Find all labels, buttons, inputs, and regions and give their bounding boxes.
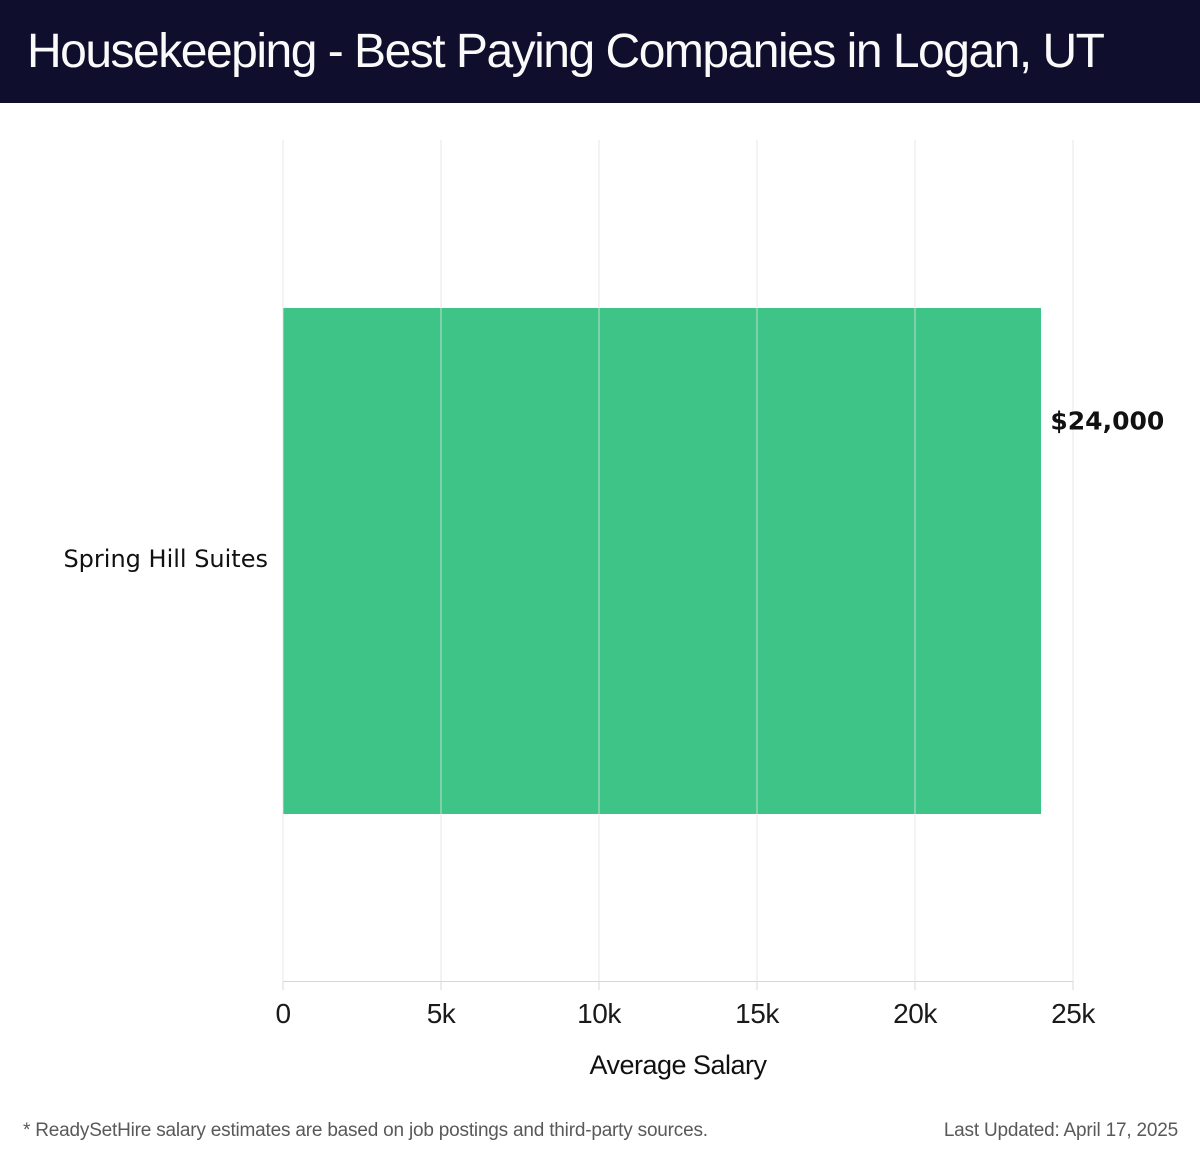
tick-label-10k: 10k bbox=[577, 998, 621, 1029]
tick-label-20k: 20k bbox=[893, 998, 937, 1029]
gridline-25k bbox=[1072, 140, 1074, 982]
y-category-label: Spring Hill Suites bbox=[63, 545, 268, 573]
bar-value-label: $24,000 bbox=[1050, 406, 1165, 436]
tick-mark-15k bbox=[756, 982, 758, 990]
tick-label-5k: 5k bbox=[426, 998, 456, 1029]
tick-mark-0 bbox=[282, 982, 284, 990]
gridline-20k bbox=[914, 140, 916, 982]
gridline-0 bbox=[282, 140, 284, 982]
tick-mark-5k bbox=[440, 982, 442, 990]
last-updated: Last Updated: April 17, 2025 bbox=[943, 1120, 1178, 1141]
tick-mark-10k bbox=[598, 982, 600, 990]
gridline-10k bbox=[598, 140, 600, 982]
footnote: * ReadySetHire salary estimates are base… bbox=[23, 1120, 708, 1141]
tick-mark-20k bbox=[914, 982, 916, 990]
x-axis-title: Average Salary bbox=[589, 1050, 767, 1080]
gridline-15k bbox=[756, 140, 758, 982]
tick-label-25k: 25k bbox=[1051, 998, 1095, 1029]
tick-label-0: 0 bbox=[275, 998, 291, 1029]
title-bar: Housekeeping - Best Paying Companies in … bbox=[0, 0, 1200, 103]
tick-label-15k: 15k bbox=[735, 998, 779, 1029]
gridline-5k bbox=[440, 140, 442, 982]
page-title: Housekeeping - Best Paying Companies in … bbox=[27, 25, 1105, 78]
x-axis-line bbox=[283, 981, 1073, 982]
plot-area: 0 5k 10k 15k 20k 25k bbox=[275, 140, 1095, 1029]
bar-spring-hill-suites bbox=[283, 308, 1042, 814]
tick-mark-25k bbox=[1072, 982, 1074, 990]
